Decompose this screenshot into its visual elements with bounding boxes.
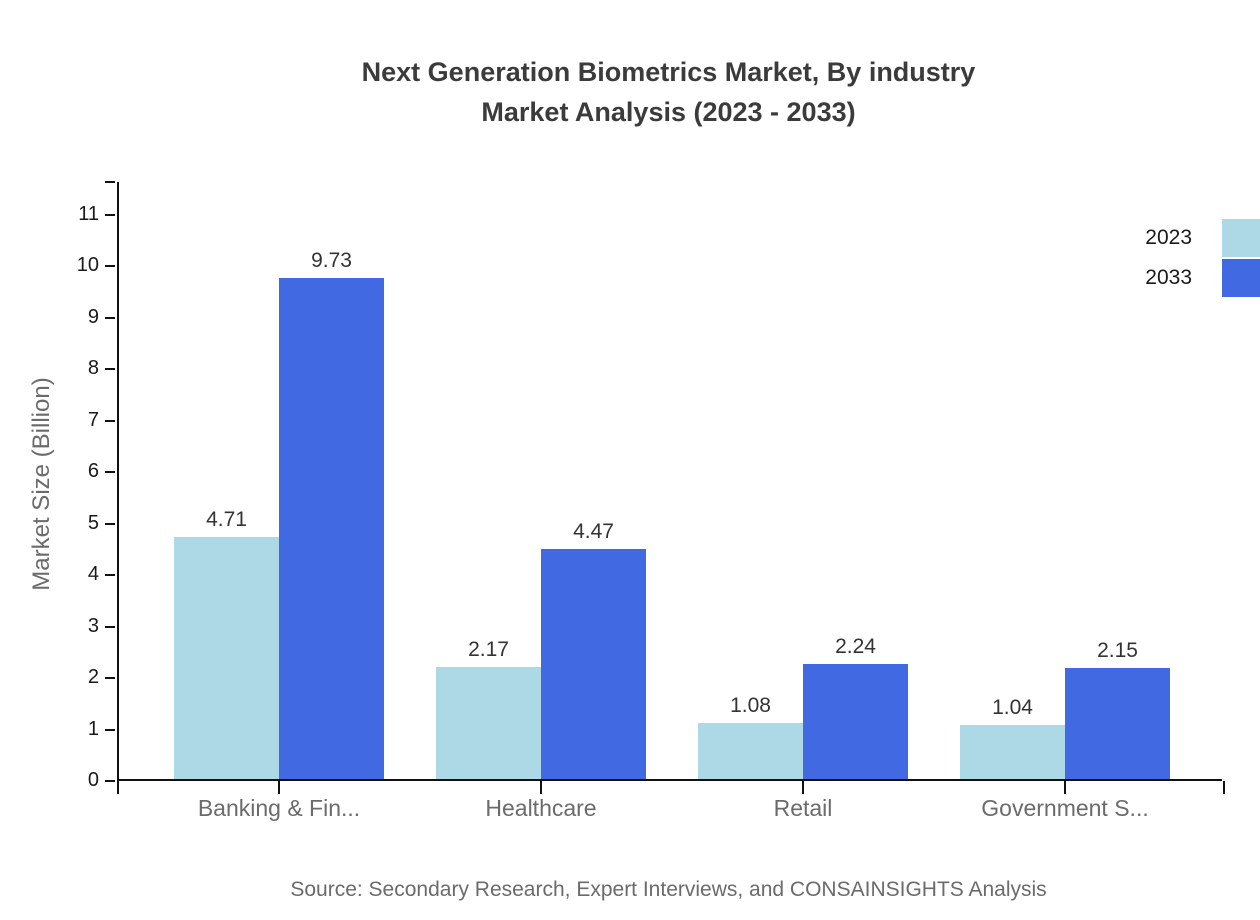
x-axis-end-tick (1223, 781, 1225, 794)
y-axis-tick-label: 8 (87, 357, 99, 380)
y-axis-tick-label: 9 (87, 305, 99, 328)
y-axis-tick (105, 368, 115, 371)
y-axis-tick (105, 522, 115, 525)
bar-2023 (436, 667, 541, 779)
bar-value-label: 2.15 (1097, 639, 1138, 662)
x-axis-tick (278, 781, 280, 794)
bar-2023 (698, 723, 803, 779)
x-category-label: Retail (773, 795, 833, 821)
x-axis-tick (802, 781, 804, 794)
y-axis-tick-label: 1 (87, 717, 99, 740)
y-axis-tick (105, 419, 115, 422)
x-category-label: Government S... (981, 795, 1149, 821)
x-axis-tick (1064, 781, 1066, 794)
y-axis-tick-label: 2 (87, 666, 99, 689)
y-axis-tick (105, 316, 115, 319)
bar-2033 (1065, 668, 1170, 779)
bar-value-label: 1.08 (730, 694, 771, 717)
x-axis-start-tick (117, 781, 119, 794)
chart-title: Next Generation Biometrics Market, By in… (115, 52, 1222, 132)
y-axis-tick-label: 0 (87, 769, 99, 791)
y-axis-tick (105, 574, 115, 577)
bar-2023 (960, 725, 1065, 779)
legend-row: 2023 (1145, 218, 1260, 258)
bar-value-label: 4.47 (573, 520, 614, 543)
y-axis-title: Market Size (Billion) (28, 377, 55, 591)
bar-2033 (803, 664, 908, 779)
y-axis-tick (105, 728, 115, 731)
y-axis-tick-label: 7 (87, 408, 99, 431)
source-note: Source: Secondary Research, Expert Inter… (290, 878, 1047, 901)
y-axis-tick (105, 625, 115, 628)
y-axis-tick-label: 5 (87, 511, 99, 534)
legend-row: 2033 (1145, 258, 1260, 298)
bar-value-label: 9.73 (311, 249, 352, 272)
y-axis-tick (105, 677, 115, 680)
y-axis-tick-label: 3 (87, 614, 99, 637)
bar-value-label: 1.04 (992, 696, 1033, 719)
plot-area: 0 1 2 3 4 5 6 7 8 9 10 11 4.71 9.73 Banking & Fin... 2.… (77, 181, 1225, 821)
legend-label: 2023 (1145, 226, 1192, 249)
bar-2033 (541, 549, 646, 779)
y-axis-tick (105, 471, 115, 474)
bar-value-label: 2.17 (468, 638, 509, 661)
x-axis-tick (540, 781, 542, 794)
y-axis-tick-label: 11 (78, 203, 99, 225)
y-axis-tick (105, 780, 115, 782)
y-axis-tick-label: 10 (76, 254, 99, 277)
y-axis-tick-label: 4 (87, 563, 99, 586)
bar-2023 (174, 537, 279, 779)
legend-swatch (1222, 259, 1260, 297)
x-category-label: Healthcare (485, 795, 597, 821)
bar-value-label: 4.71 (206, 508, 247, 531)
y-axis-endcap-tick (105, 181, 115, 183)
y-axis-tick (105, 265, 115, 268)
chart-title-line-1: Next Generation Biometrics Market, By in… (361, 57, 976, 87)
legend-label: 2033 (1145, 266, 1192, 289)
chart-title-line-2: Market Analysis (2023 - 2033) (481, 97, 856, 127)
y-axis-tick-label: 6 (87, 460, 99, 483)
y-axis-tick (105, 214, 115, 216)
x-category-label: Banking & Fin... (197, 795, 361, 821)
legend-swatch (1222, 219, 1260, 257)
legend: 2023 2033 (1145, 218, 1260, 298)
bar-value-label: 2.24 (835, 635, 876, 658)
bar-2033 (279, 278, 384, 779)
